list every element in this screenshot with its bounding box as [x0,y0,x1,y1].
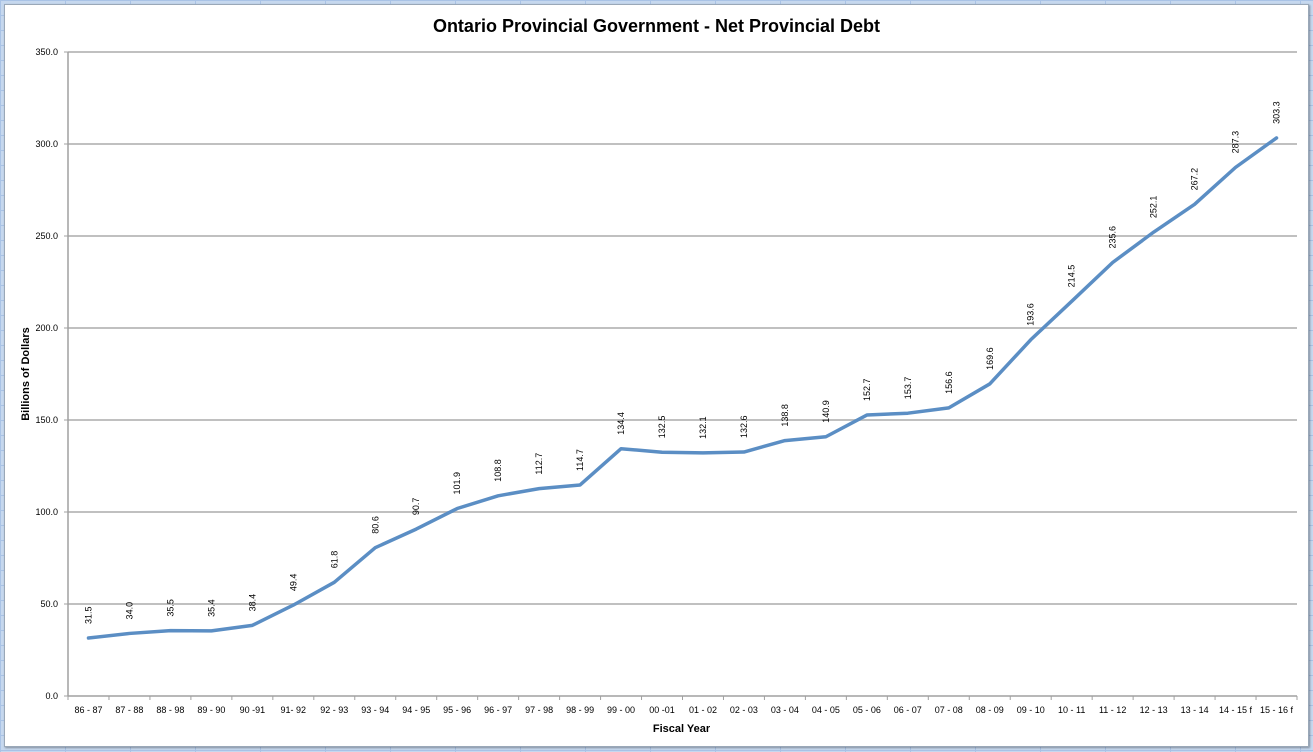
axes [67,52,1298,700]
x-tick-label: 00 -01 [649,705,675,715]
x-tick-label: 94 - 95 [402,705,430,715]
x-axis-tick-labels: 86 - 87 87 - 88 88 - 98 89 - 90 90 -91 91- 92… [74,705,1293,715]
data-label: 114.7 [575,449,585,471]
x-tick-label: 09 - 10 [1017,705,1045,715]
y-tick-label: 100.0 [35,507,58,517]
x-tick-label: 02 - 03 [730,705,758,715]
x-tick-label: 98 - 99 [566,705,594,715]
x-tick-label: 07 - 08 [935,705,963,715]
data-label: 132.1 [698,416,708,439]
x-tick-label: 03 - 04 [771,705,799,715]
x-tick-label: 04 - 05 [812,705,840,715]
data-label: 132.5 [657,416,667,439]
data-label: 193.6 [1026,303,1036,326]
x-tick-label: 06 - 07 [894,705,922,715]
chart-area[interactable] [4,4,1309,747]
x-axis-title: Fiscal Year [652,723,711,735]
data-label: 108.8 [493,459,503,482]
y-tick-label: 150.0 [35,415,58,425]
y-tick-label: 350.0 [35,47,58,57]
data-label: 214.5 [1067,265,1077,288]
data-label: 90.7 [411,498,421,516]
y-tick-label: 250.0 [35,231,58,241]
data-label: 235.6 [1108,226,1118,249]
gridlines [64,51,1297,697]
data-label: 80.6 [370,516,380,534]
data-label: 267.2 [1190,168,1200,191]
data-label: 152.7 [862,379,872,402]
x-tick-label: 87 - 88 [115,705,143,715]
x-tick-label: 11 - 12 [1099,705,1126,715]
x-tick-label: 93 - 94 [361,705,389,715]
data-label: 169.6 [985,347,995,370]
data-label: 35.4 [206,599,216,617]
data-label: 252.1 [1149,196,1159,219]
data-label: 132.6 [739,415,749,438]
x-tick-label: 89 - 90 [197,705,225,715]
data-label: 49.4 [288,574,298,592]
x-tick-label: 14 - 15 f [1219,705,1253,715]
data-label: 101.9 [452,472,462,495]
data-label: 287.3 [1231,131,1241,154]
chart-title: Ontario Provincial Government - Net Prov… [432,16,881,36]
data-label: 38.4 [247,594,257,612]
y-tick-label: 300.0 [35,139,58,149]
x-tick-label: 10 - 11 [1058,705,1085,715]
x-tick-label: 05 - 06 [853,705,881,715]
x-tick-label: 08 - 09 [976,705,1004,715]
data-label: 34.0 [124,602,134,620]
x-tick-label: 96 - 97 [484,705,512,715]
y-tick-label: 50.0 [40,599,58,609]
data-label: 156.6 [944,371,954,394]
debt-series-line[interactable] [86,136,1279,640]
x-tick-label: 97 - 98 [525,705,553,715]
x-tick-label: 90 -91 [240,705,266,715]
data-label: 303.3 [1272,101,1282,124]
x-tick-label: 01 - 02 [689,705,717,715]
y-axis-tick-labels: 0.0 50.0 100.0 150.0 200.0 250.0 300.0 350.0 [35,47,58,701]
data-label: 31.5 [83,607,93,625]
x-tick-label: 13 - 14 [1181,705,1209,715]
y-tick-label: 200.0 [35,323,58,333]
x-tick-label: 91- 92 [281,705,307,715]
y-tick-label: 0.0 [45,691,58,701]
data-label: 35.5 [165,599,175,617]
x-tick-label: 92 - 93 [320,705,348,715]
data-label: 140.9 [821,400,831,423]
x-tick-label: 99 - 00 [607,705,635,715]
x-tick-label: 12 - 13 [1140,705,1168,715]
x-tick-label: 15 - 16 f [1260,705,1294,715]
data-labels: 31.5 34.0 35.5 35.4 38.4 49.4 61.8 80.6 90.7 101.… [83,101,1281,624]
x-tick-label: 95 - 96 [443,705,471,715]
data-label: 112.7 [534,453,544,475]
data-label: 61.8 [329,551,339,569]
data-label: 153.7 [903,377,913,400]
x-tick-label: 88 - 98 [156,705,184,715]
data-label: 134.4 [616,412,626,435]
x-tick-label: 86 - 87 [74,705,102,715]
data-label: 138.8 [780,404,790,427]
